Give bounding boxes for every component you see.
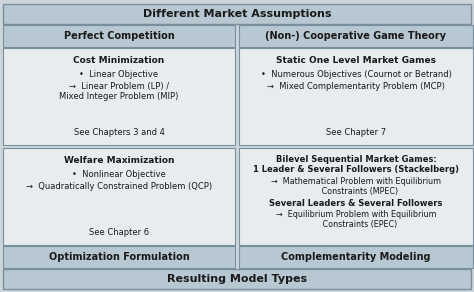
Bar — [239, 48, 473, 145]
Text: →  Mathematical Problem with Equilibrium
   Constraints (MPEC): → Mathematical Problem with Equilibrium … — [271, 177, 441, 197]
Text: →  Mixed Complementarity Problem (MCP): → Mixed Complementarity Problem (MCP) — [267, 82, 445, 91]
Bar — [239, 25, 473, 47]
Text: See Chapter 7: See Chapter 7 — [326, 128, 386, 137]
Bar — [3, 246, 235, 268]
Bar — [239, 246, 473, 268]
Bar — [3, 269, 471, 289]
Text: Bilevel Sequential Market Games:: Bilevel Sequential Market Games: — [275, 155, 437, 164]
Text: Resulting Model Types: Resulting Model Types — [167, 274, 307, 284]
Bar — [3, 25, 235, 47]
Text: 1 Leader & Several Followers (Stackelberg): 1 Leader & Several Followers (Stackelber… — [253, 165, 459, 174]
Bar — [3, 4, 471, 24]
Bar — [3, 148, 235, 245]
Text: Welfare Maximization: Welfare Maximization — [64, 156, 174, 165]
Bar — [3, 48, 235, 145]
Text: Complementarity Modeling: Complementarity Modeling — [281, 252, 431, 262]
Text: •  Nonlinear Objective: • Nonlinear Objective — [72, 170, 166, 179]
Text: •  Linear Objective: • Linear Objective — [80, 70, 159, 79]
Text: →  Linear Problem (LP) /
Mixed Integer Problem (MIP): → Linear Problem (LP) / Mixed Integer Pr… — [59, 82, 179, 101]
Text: Static One Level Market Games: Static One Level Market Games — [276, 56, 436, 65]
Text: (Non-) Cooperative Game Theory: (Non-) Cooperative Game Theory — [265, 31, 447, 41]
Text: •  Numerous Objectives (Cournot or Betrand): • Numerous Objectives (Cournot or Betran… — [261, 70, 451, 79]
Text: →  Quadratically Constrained Problem (QCP): → Quadratically Constrained Problem (QCP… — [26, 182, 212, 191]
Text: Cost Minimization: Cost Minimization — [73, 56, 164, 65]
Text: Optimization Formulation: Optimization Formulation — [49, 252, 190, 262]
Text: See Chapter 6: See Chapter 6 — [89, 228, 149, 237]
Text: See Chapters 3 and 4: See Chapters 3 and 4 — [73, 128, 164, 137]
Text: Different Market Assumptions: Different Market Assumptions — [143, 9, 331, 19]
Text: Perfect Competition: Perfect Competition — [64, 31, 174, 41]
Bar — [239, 148, 473, 245]
Text: →  Equilibrium Problem with Equilibrium
   Constraints (EPEC): → Equilibrium Problem with Equilibrium C… — [276, 210, 436, 230]
Text: Several Leaders & Several Followers: Several Leaders & Several Followers — [269, 199, 443, 208]
